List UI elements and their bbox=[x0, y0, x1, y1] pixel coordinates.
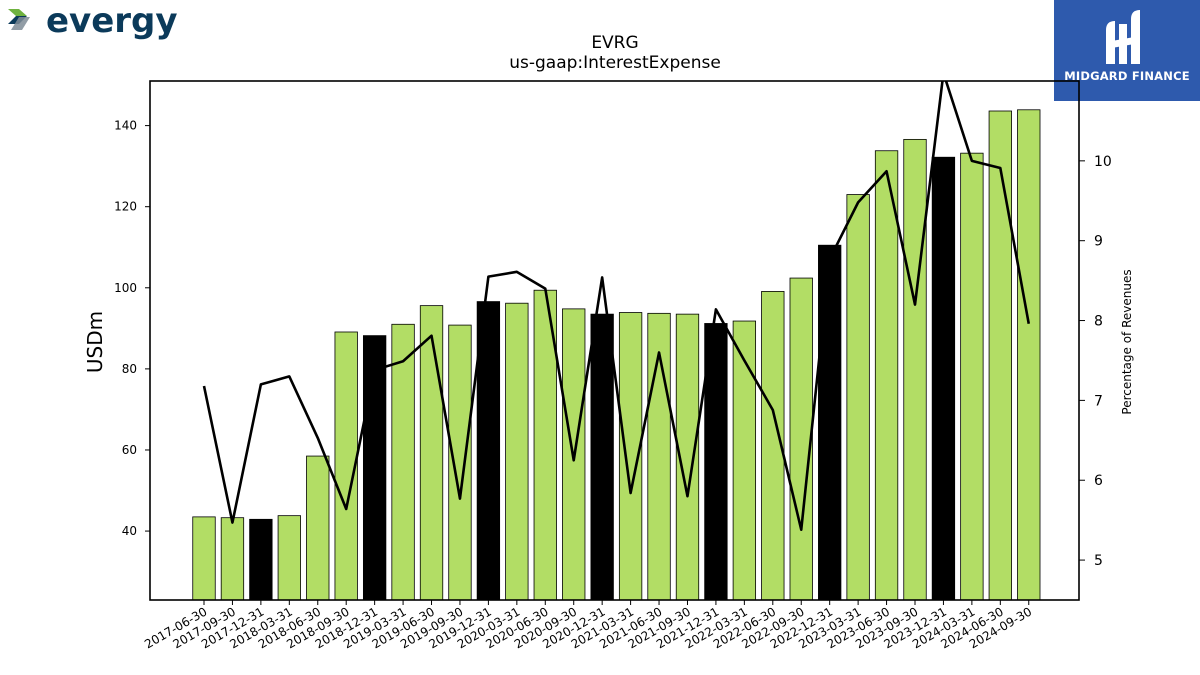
y-tick-label: 120 bbox=[114, 200, 137, 214]
bar bbox=[505, 302, 529, 601]
bar bbox=[306, 455, 330, 601]
bar bbox=[391, 323, 415, 601]
y2-tick-label: 9 bbox=[1094, 234, 1103, 250]
y2-tick-label: 10 bbox=[1094, 154, 1112, 170]
plot-frame bbox=[149, 80, 1080, 601]
bar bbox=[249, 518, 273, 601]
bar bbox=[846, 194, 870, 601]
evergy-logo: evergy bbox=[8, 2, 178, 41]
bar bbox=[277, 515, 301, 601]
bar bbox=[220, 517, 245, 601]
bar bbox=[419, 305, 444, 601]
publisher-monogram-icon bbox=[1106, 10, 1140, 64]
y2-tick-label: 8 bbox=[1094, 314, 1103, 330]
y-tick-label: 60 bbox=[122, 443, 137, 457]
bar bbox=[960, 152, 984, 601]
bar bbox=[988, 110, 1012, 601]
y2-tick-label: 7 bbox=[1094, 393, 1103, 409]
chart-subtitle: us-gaap:InterestExpense bbox=[509, 53, 721, 73]
logo-chevron-green bbox=[8, 9, 27, 16]
publisher-name: MIDGARD FINANCE bbox=[1064, 69, 1190, 83]
bar bbox=[874, 150, 899, 601]
bar bbox=[590, 313, 614, 601]
logo-chevron-grey bbox=[11, 17, 30, 30]
bar bbox=[448, 324, 472, 601]
y-tick-label: 100 bbox=[114, 281, 137, 295]
y-tick-label: 140 bbox=[114, 119, 137, 133]
bar bbox=[931, 156, 956, 601]
y-axis-label: USDm bbox=[83, 311, 107, 373]
y-tick-label: 80 bbox=[122, 362, 137, 376]
bar bbox=[818, 244, 842, 601]
chart-title: EVRG bbox=[591, 33, 638, 53]
y2-tick-label: 6 bbox=[1094, 473, 1103, 489]
bar bbox=[1017, 109, 1041, 601]
y2-tick-label: 5 bbox=[1094, 553, 1103, 569]
y2-axis-label: Percentage of Revenues bbox=[1120, 269, 1134, 414]
y-tick-label: 40 bbox=[122, 524, 137, 538]
bar bbox=[903, 138, 927, 601]
bar bbox=[192, 516, 216, 601]
percentage-line bbox=[202, 81, 1031, 532]
bar bbox=[789, 277, 813, 601]
logo-wordmark: evergy bbox=[46, 2, 178, 41]
publisher-badge: MIDGARD FINANCE bbox=[1054, 0, 1200, 101]
